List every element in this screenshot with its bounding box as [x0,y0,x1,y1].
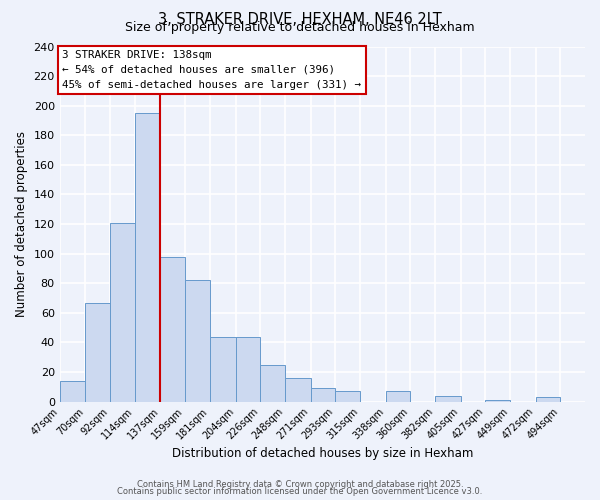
Bar [185,280,210,402]
Bar [335,392,360,402]
Bar [536,397,560,402]
Bar [285,378,311,402]
Text: 3, STRAKER DRIVE, HEXHAM, NE46 2LT: 3, STRAKER DRIVE, HEXHAM, NE46 2LT [158,12,442,26]
Bar [236,336,260,402]
X-axis label: Distribution of detached houses by size in Hexham: Distribution of detached houses by size … [172,447,473,460]
Text: 3 STRAKER DRIVE: 138sqm
← 54% of detached houses are smaller (396)
45% of semi-d: 3 STRAKER DRIVE: 138sqm ← 54% of detache… [62,50,361,90]
Bar [435,396,461,402]
Text: Contains HM Land Registry data © Crown copyright and database right 2025.: Contains HM Land Registry data © Crown c… [137,480,463,489]
Bar [485,400,510,402]
Text: Size of property relative to detached houses in Hexham: Size of property relative to detached ho… [125,21,475,34]
Bar [386,392,410,402]
Bar [110,222,135,402]
Y-axis label: Number of detached properties: Number of detached properties [15,131,28,317]
Text: Contains public sector information licensed under the Open Government Licence v3: Contains public sector information licen… [118,487,482,496]
Bar [160,256,185,402]
Bar [260,364,285,402]
Bar [210,336,236,402]
Bar [311,388,335,402]
Bar [59,381,85,402]
Bar [85,302,110,402]
Bar [135,113,160,402]
